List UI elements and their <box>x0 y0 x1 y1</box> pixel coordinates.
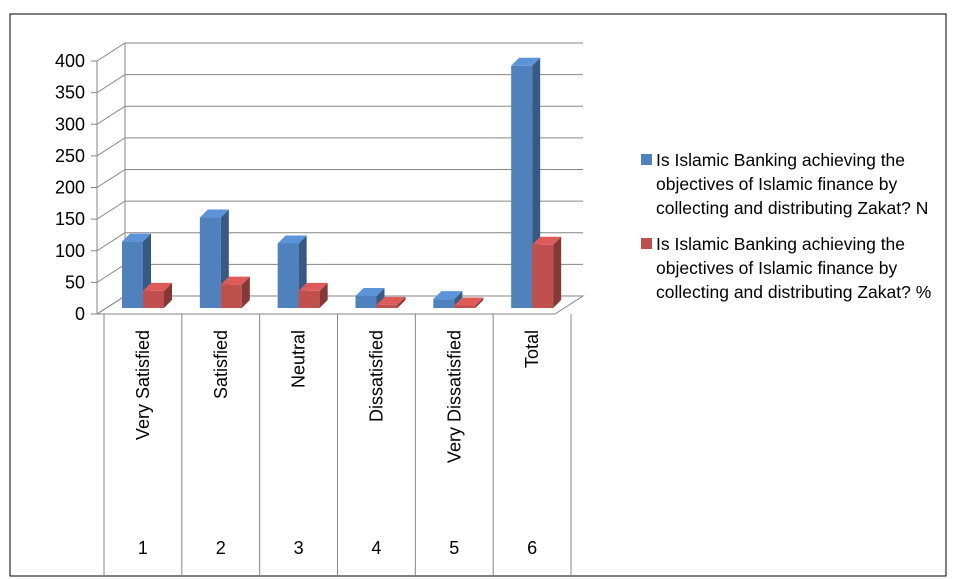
bar-top <box>199 209 229 218</box>
grid-line <box>91 232 583 252</box>
bar-front <box>355 295 377 308</box>
y-tick-label: 200 <box>55 178 85 198</box>
x-group-label: 6 <box>527 538 537 558</box>
bar <box>454 297 484 308</box>
bar-top <box>454 297 484 306</box>
bar-front <box>143 290 164 308</box>
x-tick-label: Satisfied <box>211 330 231 399</box>
legend-label: Is Islamic Banking achieving the objecti… <box>656 234 932 302</box>
x-group-label: 4 <box>371 538 381 558</box>
bar-side <box>397 296 406 308</box>
bar-top <box>143 282 172 291</box>
grid-line <box>91 137 583 157</box>
grid-line <box>91 169 583 188</box>
bar-side <box>319 282 328 308</box>
legend-item: Is Islamic Banking achieving the objecti… <box>638 232 943 304</box>
bar-side <box>475 297 484 308</box>
bar-front <box>532 244 554 308</box>
bar-top <box>298 282 328 291</box>
x-tick-label: Very Satisfied <box>133 330 153 440</box>
legend-label: Is Islamic Banking achieving the objecti… <box>656 150 929 218</box>
legend-swatch <box>641 238 652 249</box>
y-tick-label: 0 <box>75 304 85 324</box>
legend: Is Islamic Banking achieving the objecti… <box>638 148 943 316</box>
bar-front <box>376 304 398 308</box>
bar-top <box>220 276 250 285</box>
bar-front <box>454 305 476 308</box>
bar <box>277 235 307 308</box>
grid-line <box>91 295 583 315</box>
y-tick-label: 150 <box>55 209 85 229</box>
grid-line <box>91 42 583 62</box>
bar-front <box>199 217 221 308</box>
legend-swatch <box>641 154 652 165</box>
bar-side <box>241 276 250 308</box>
grid-line <box>91 263 583 283</box>
bar-front <box>277 243 299 308</box>
bar-top <box>277 235 307 244</box>
bar-front <box>298 290 320 308</box>
grid-line <box>91 74 583 94</box>
bar <box>199 209 229 308</box>
x-group-label: 1 <box>138 538 148 558</box>
bar-top <box>376 296 406 305</box>
x-tick-label: Dissatisfied <box>366 330 386 422</box>
bar-side <box>553 236 562 308</box>
chart-border <box>9 13 947 577</box>
bar-top <box>433 291 463 300</box>
bar-side <box>164 282 172 308</box>
y-tick-label: 350 <box>55 83 85 103</box>
bar-top <box>122 233 151 242</box>
bar <box>143 282 172 308</box>
y-tick-label: 100 <box>55 241 85 261</box>
grid-line <box>91 200 583 220</box>
grid-line <box>91 105 583 125</box>
x-group-label: 2 <box>216 538 226 558</box>
y-tick-label: 250 <box>55 146 85 166</box>
bar-top <box>355 287 385 296</box>
legend-item: Is Islamic Banking achieving the objecti… <box>638 148 943 220</box>
x-group-label: 5 <box>449 538 459 558</box>
bar-top <box>511 57 541 66</box>
y-tick-label: 300 <box>55 114 85 134</box>
bar-front <box>511 65 533 308</box>
bar-front <box>122 241 143 308</box>
bar <box>532 236 562 308</box>
bar <box>298 282 328 308</box>
bar-front <box>220 284 242 308</box>
bar-top <box>532 236 562 245</box>
bar <box>220 276 250 308</box>
x-tick-label: Neutral <box>289 330 309 388</box>
x-tick-label: Total <box>522 330 542 368</box>
y-tick-label: 50 <box>65 272 85 292</box>
x-tick-label: Very Dissatisfied <box>444 330 464 463</box>
x-group-label: 3 <box>294 538 304 558</box>
bar-front <box>433 299 455 308</box>
bar <box>376 296 406 308</box>
y-tick-label: 400 <box>55 51 85 71</box>
